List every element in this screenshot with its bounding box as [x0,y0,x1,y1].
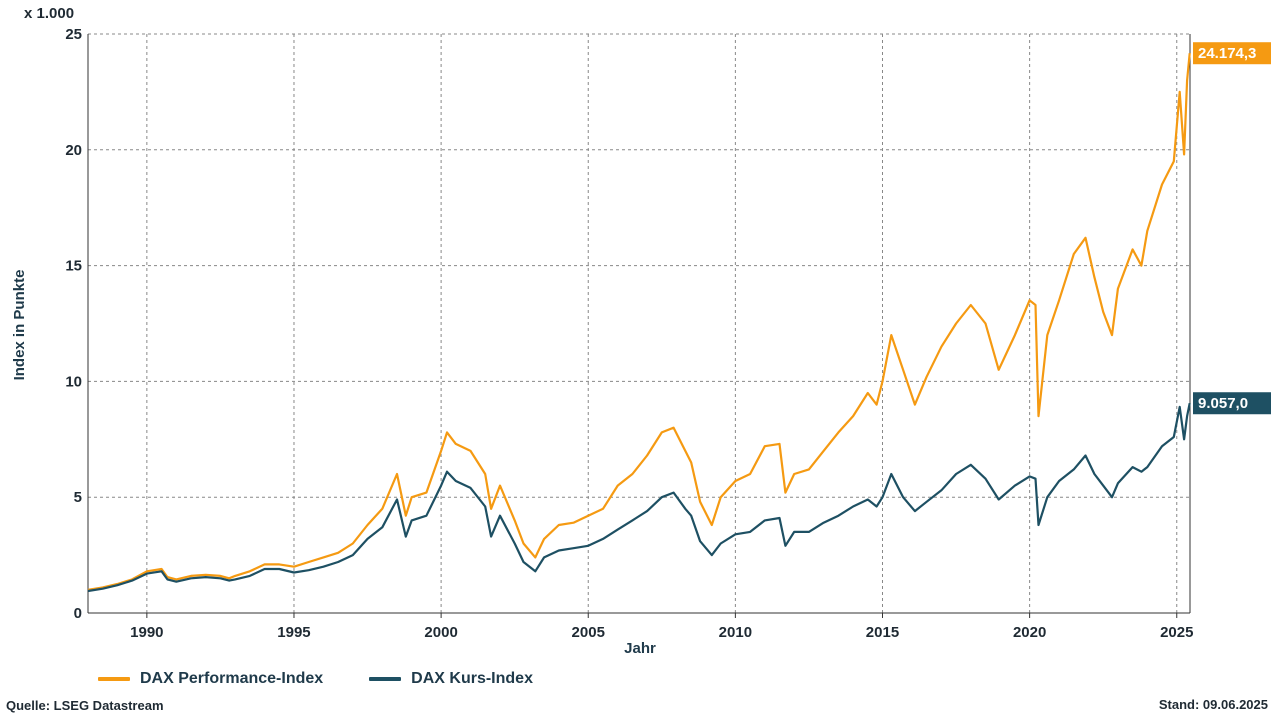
y-tick-label: 25 [65,26,82,43]
x-tick-label: 2025 [1160,624,1193,641]
legend: DAX Performance-Index DAX Kurs-Index [98,670,533,688]
x-tick-label: 2000 [424,624,457,641]
end-label-kurs: 9.057,0 [1198,395,1248,412]
source-note: Quelle: LSEG Datastream [6,698,164,713]
x-tick-label: 2010 [719,624,752,641]
y-axis-title: Index in Punkte [11,270,28,381]
y-tick-label: 0 [74,605,82,622]
x-tick-label: 1990 [130,624,163,641]
legend-item-kurs[interactable]: DAX Kurs-Index [369,670,533,688]
end-label-box-performance [1193,42,1271,65]
y-tick-label: 10 [65,373,82,390]
legend-swatch-performance [98,677,130,681]
x-tick-label: 2015 [866,624,899,641]
series-lines [87,53,1191,593]
legend-label-performance: DAX Performance-Index [140,670,324,687]
y-unit-label: x 1.000 [24,5,75,22]
series-line-performance [87,53,1191,591]
y-tick-label: 5 [74,489,82,506]
x-tick-label: 2005 [572,624,605,641]
date-note: Stand: 09.06.2025 [1158,697,1268,712]
end-labels: 24.174,3 9.057,0 [1193,42,1271,415]
gridlines [88,33,1190,613]
y-tick-label: 15 [65,258,82,275]
y-tick-label: 20 [65,142,82,159]
x-tick-label: 2020 [1013,624,1046,641]
x-tick-label: 1995 [277,624,310,641]
end-label-box-kurs [1193,392,1271,415]
x-axis-title: Jahr [624,640,656,657]
series-line-kurs [87,402,1191,593]
legend-swatch-kurs [369,677,402,681]
legend-label-kurs: DAX Kurs-Index [411,670,533,687]
end-label-performance: 24.174,3 [1198,45,1256,62]
legend-item-performance[interactable]: DAX Performance-Index [98,670,323,688]
